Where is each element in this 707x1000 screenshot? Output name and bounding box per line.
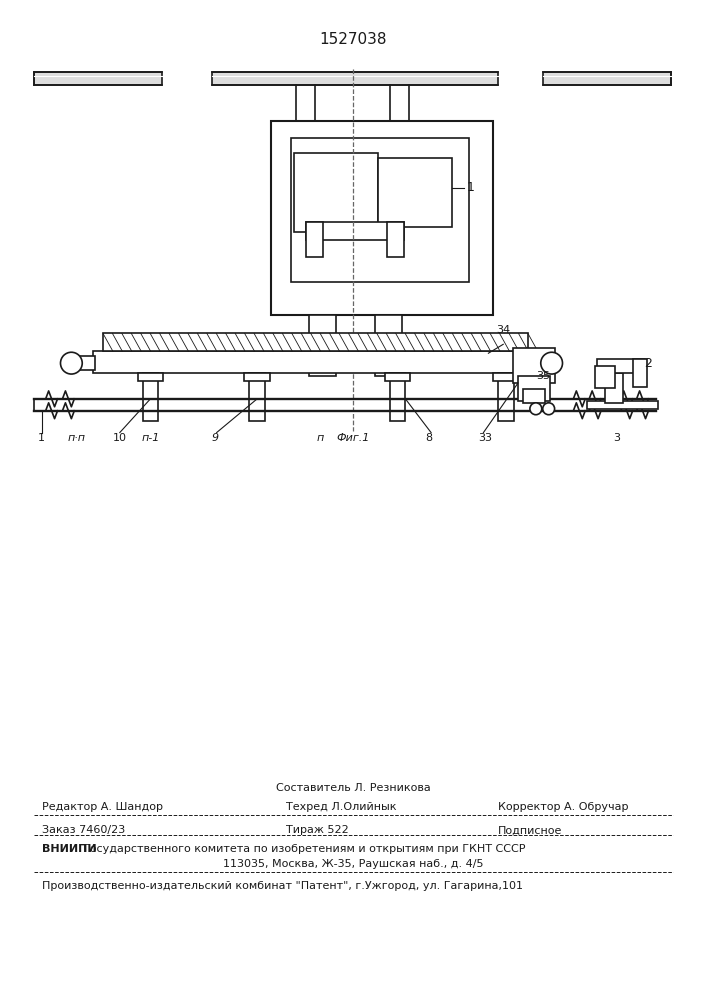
Bar bbox=[245, 373, 270, 381]
Bar bbox=[103, 333, 528, 351]
Bar bbox=[385, 373, 410, 381]
Bar bbox=[291, 138, 469, 282]
Bar bbox=[375, 315, 402, 376]
Circle shape bbox=[61, 352, 82, 374]
Text: 33: 33 bbox=[479, 433, 493, 443]
Text: 3: 3 bbox=[614, 433, 620, 443]
Bar bbox=[633, 359, 646, 387]
Text: Техред Л.Олийнык: Техред Л.Олийнык bbox=[286, 802, 397, 812]
Bar bbox=[588, 401, 658, 409]
Text: Корректор А. Обручар: Корректор А. Обручар bbox=[498, 802, 629, 812]
Bar bbox=[93, 351, 528, 373]
Text: Заказ 7460/23: Заказ 7460/23 bbox=[42, 825, 125, 835]
Text: Составитель Л. Резникова: Составитель Л. Резникова bbox=[276, 783, 431, 793]
Bar bbox=[498, 373, 514, 421]
Bar bbox=[390, 373, 405, 421]
Text: Редактор А. Шандор: Редактор А. Шандор bbox=[42, 802, 163, 812]
Text: 1: 1 bbox=[467, 181, 474, 194]
Bar bbox=[293, 153, 378, 232]
Bar bbox=[211, 72, 498, 85]
Circle shape bbox=[543, 403, 554, 415]
Bar bbox=[308, 315, 337, 376]
Bar bbox=[34, 72, 163, 85]
Text: ВНИИПИ: ВНИИПИ bbox=[42, 844, 96, 854]
Text: 2: 2 bbox=[645, 357, 653, 370]
Bar bbox=[378, 158, 452, 227]
Text: 9: 9 bbox=[211, 433, 218, 443]
Text: 8: 8 bbox=[426, 433, 433, 443]
Bar bbox=[250, 373, 265, 421]
Bar bbox=[71, 356, 95, 370]
Text: п: п bbox=[317, 433, 324, 443]
Text: Тираж 522: Тираж 522 bbox=[286, 825, 349, 835]
Bar bbox=[605, 373, 623, 403]
Text: Подписное: Подписное bbox=[498, 825, 563, 835]
Bar bbox=[528, 356, 551, 370]
Bar bbox=[143, 373, 158, 421]
Bar bbox=[387, 222, 404, 257]
Bar bbox=[513, 348, 554, 383]
Text: 10: 10 bbox=[113, 433, 127, 443]
Bar bbox=[597, 359, 645, 373]
Bar bbox=[543, 72, 671, 85]
Text: 1527038: 1527038 bbox=[320, 32, 387, 47]
Bar bbox=[518, 376, 549, 401]
Text: Фиг.1: Фиг.1 bbox=[337, 433, 370, 443]
Bar bbox=[305, 222, 323, 257]
Text: Производственно-издательский комбинат "Патент", г.Ужгород, ул. Гагарина,101: Производственно-издательский комбинат "П… bbox=[42, 881, 522, 891]
Text: п-1: п-1 bbox=[141, 433, 160, 443]
Bar bbox=[523, 389, 544, 403]
Circle shape bbox=[541, 352, 563, 374]
Bar bbox=[138, 373, 163, 381]
Bar bbox=[493, 373, 519, 381]
Text: 113035, Москва, Ж-35, Раушская наб., д. 4/5: 113035, Москва, Ж-35, Раушская наб., д. … bbox=[223, 859, 484, 869]
Circle shape bbox=[530, 403, 542, 415]
Bar bbox=[305, 222, 404, 240]
Bar bbox=[271, 121, 493, 315]
Text: Государственного комитета по изобретениям и открытиям при ГКНТ СССР: Государственного комитета по изобретения… bbox=[83, 844, 526, 854]
Text: 35: 35 bbox=[536, 371, 550, 381]
Text: 1: 1 bbox=[38, 433, 45, 443]
Text: п·п: п·п bbox=[67, 433, 86, 443]
Text: 34: 34 bbox=[496, 325, 510, 335]
Bar bbox=[595, 366, 615, 388]
